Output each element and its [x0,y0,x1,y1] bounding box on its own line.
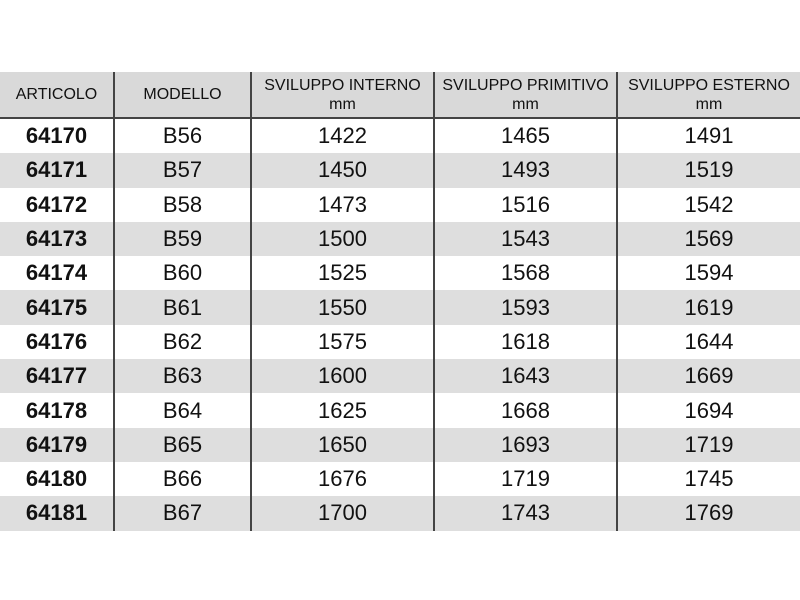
cell-modello: B62 [113,324,251,360]
cell-sviluppo-primitivo: 1568 [433,256,617,291]
table-row: 64179 B65 1650 1693 1719 [0,427,800,462]
cell-sviluppo-primitivo: 1668 [433,393,617,428]
table-row: 64177 B63 1600 1643 1669 [0,359,800,394]
header-sviluppo-primitivo: SVILUPPO PRIMITIVO mm [433,72,617,119]
cell-modello: B61 [113,290,251,325]
cell-sviluppo-esterno: 1644 [616,324,800,360]
cell-sviluppo-primitivo: 1493 [433,153,617,188]
cell-articolo: 64172 [25,191,88,217]
cell-sviluppo-primitivo: 1719 [433,461,617,497]
cell-modello: B58 [113,187,251,222]
cell-sviluppo-interno: 1422 [250,118,434,154]
cell-sviluppo-esterno: 1569 [616,221,800,257]
cell-sviluppo-interno: 1500 [250,221,434,257]
cell-sviluppo-primitivo: 1643 [433,359,617,394]
cell-articolo: 64178 [25,397,88,423]
cell-modello: B67 [113,496,251,531]
cell-sviluppo-esterno: 1719 [616,427,800,462]
cell-sviluppo-primitivo: 1743 [433,496,617,531]
cell-sviluppo-esterno: 1542 [616,187,800,222]
cell-articolo: 64176 [25,328,88,354]
cell-sviluppo-primitivo: 1693 [433,427,617,462]
cell-sviluppo-interno: 1676 [250,461,434,497]
table-row: 64180 B66 1676 1719 1745 [0,461,800,497]
cell-sviluppo-esterno: 1769 [616,496,800,531]
cell-modello: B66 [113,461,251,497]
cell-sviluppo-esterno: 1519 [616,153,800,188]
cell-sviluppo-esterno: 1491 [616,118,800,154]
cell-modello: B56 [113,118,251,154]
cell-sviluppo-interno: 1450 [250,153,434,188]
cell-sviluppo-interno: 1650 [250,427,434,462]
cell-articolo: 64179 [0,427,114,462]
cell-sviluppo-interno: 1575 [250,324,434,360]
cell-articolo: 64181 [0,496,114,531]
table-row: 64181 B67 1700 1743 1769 [0,496,800,531]
header-articolo: ARTICOLO [0,72,114,119]
cell-sviluppo-esterno: 1694 [616,393,800,428]
cell-sviluppo-esterno: 1745 [616,461,800,497]
table-row: 64170 B56 1422 1465 1491 [0,118,800,154]
cell-sviluppo-interno: 1700 [250,496,434,531]
cell-sviluppo-interno: 1625 [250,393,434,428]
cell-modello: B63 [113,359,251,394]
table-row: 64172 B58 1473 1516 1542 [0,187,800,222]
cell-sviluppo-primitivo: 1618 [433,324,617,360]
table-row: 64178 B64 1625 1668 1694 [0,393,800,428]
table-row: 64171 B57 1450 1493 1519 [0,153,800,188]
cell-sviluppo-interno: 1600 [250,359,434,394]
cell-modello: B59 [113,221,251,257]
cell-sviluppo-primitivo: 1465 [433,118,617,154]
table-row: 64173 B59 1500 1543 1569 [0,221,800,257]
header-modello: MODELLO [113,72,251,119]
cell-articolo: 64180 [25,466,88,492]
product-table: ARTICOLO MODELLO SVILUPPO INTERNO mm SVI… [0,72,800,531]
cell-sviluppo-primitivo: 1593 [433,290,617,325]
cell-modello: B60 [113,256,251,291]
cell-sviluppo-primitivo: 1516 [433,187,617,222]
cell-articolo: 64173 [0,221,114,257]
header-sviluppo-interno: SVILUPPO INTERNO mm [250,72,434,119]
header-row: ARTICOLO MODELLO SVILUPPO INTERNO mm SVI… [0,72,800,119]
cell-modello: B64 [113,393,251,428]
cell-articolo: 64174 [25,260,88,286]
cell-articolo: 64175 [0,290,114,325]
cell-sviluppo-primitivo: 1543 [433,221,617,257]
cell-sviluppo-esterno: 1594 [616,256,800,291]
header-sviluppo-esterno: SVILUPPO ESTERNO mm [616,72,800,119]
cell-modello: B57 [113,153,251,188]
table-row: 64175 B61 1550 1593 1619 [0,290,800,325]
cell-sviluppo-interno: 1473 [250,187,434,222]
cell-articolo: 64170 [25,123,88,149]
cell-modello: B65 [113,427,251,462]
cell-articolo: 64177 [0,359,114,394]
cell-sviluppo-esterno: 1619 [616,290,800,325]
cell-articolo: 64171 [0,153,114,188]
table-row: 64176 B62 1575 1618 1644 [0,324,800,360]
table-row: 64174 B60 1525 1568 1594 [0,256,800,291]
cell-sviluppo-interno: 1525 [250,256,434,291]
cell-sviluppo-interno: 1550 [250,290,434,325]
cell-sviluppo-esterno: 1669 [616,359,800,394]
